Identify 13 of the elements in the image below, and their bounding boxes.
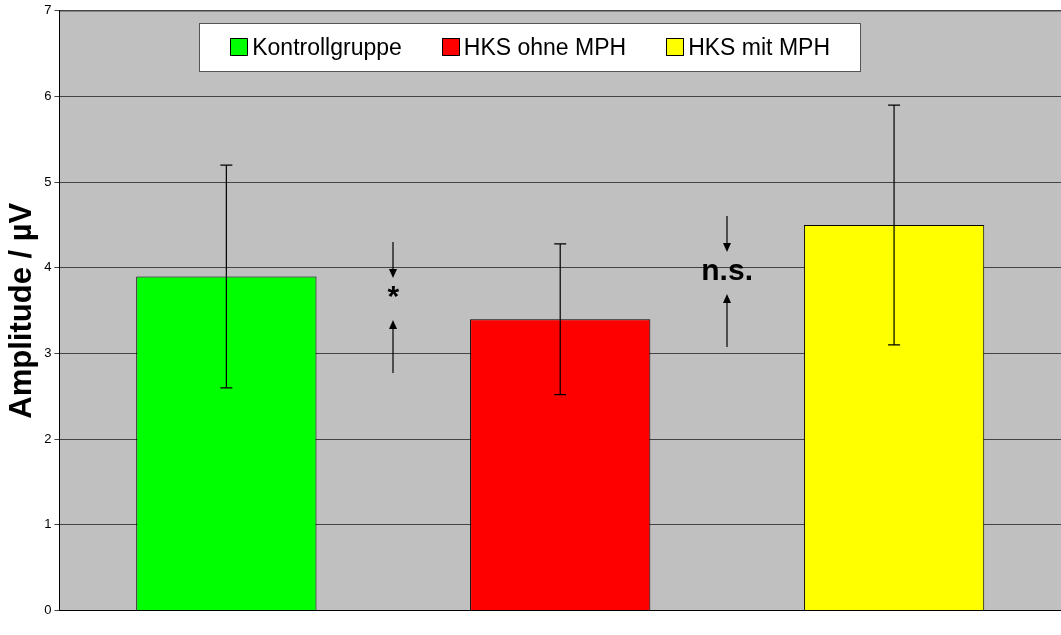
y-tick-label: 1 — [44, 516, 52, 532]
y-tick-label: 5 — [44, 173, 52, 189]
y-tick-label: 7 — [44, 2, 52, 18]
y-tick-label: 3 — [44, 345, 52, 361]
legend-label: Kontrollgruppe — [252, 33, 402, 61]
legend-label: HKS mit MPH — [688, 33, 831, 61]
y-tick-label: 2 — [44, 430, 52, 446]
y-tick-label: 0 — [44, 602, 52, 618]
y-tick-label: 6 — [44, 88, 52, 104]
legend-label: HKS ohne MPH — [463, 33, 627, 61]
y-tick-label: 4 — [44, 259, 52, 275]
y-axis-title: Amplitude / µV — [3, 202, 39, 419]
annotation: * — [387, 279, 400, 313]
